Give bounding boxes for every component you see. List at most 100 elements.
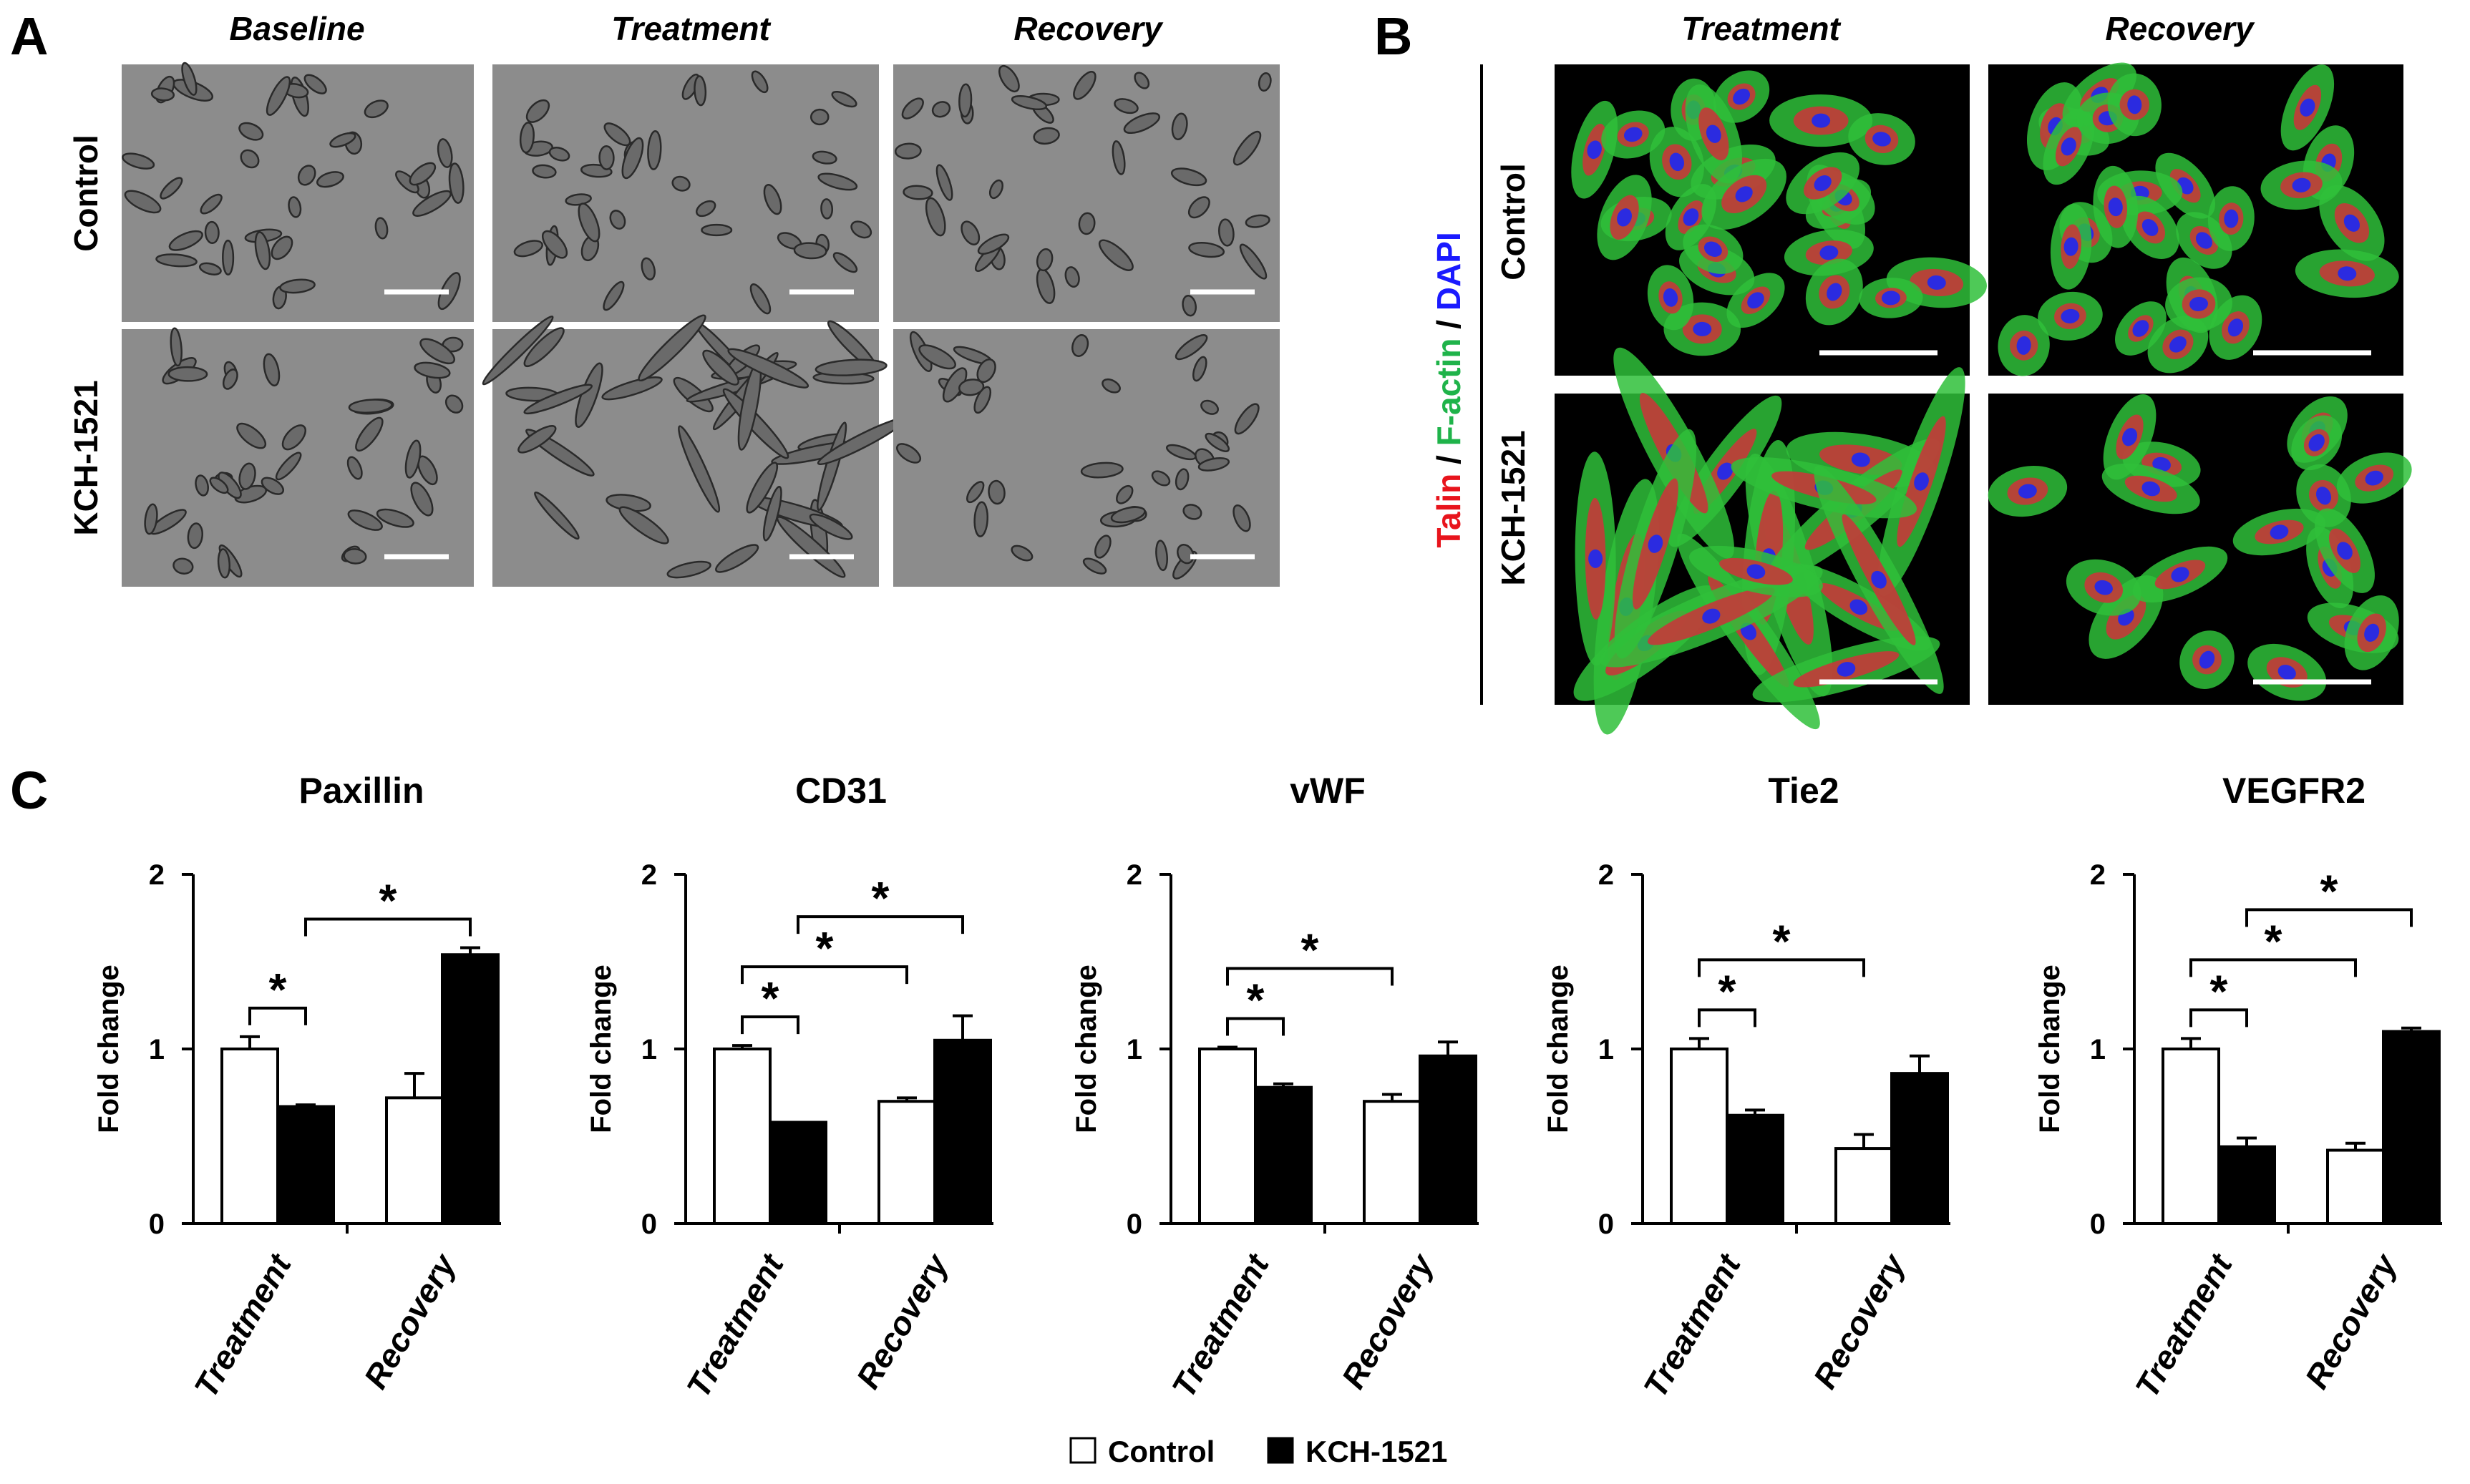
nucleus	[1717, 462, 1734, 480]
cell	[155, 253, 198, 268]
micrograph-background	[492, 64, 879, 322]
cell	[297, 165, 316, 186]
cell	[641, 257, 656, 280]
nucleus	[2292, 177, 2311, 192]
significance-star: *	[872, 872, 890, 924]
fluorescence-tile	[1988, 62, 2403, 376]
nucleus	[1648, 534, 1663, 553]
panel-a-col-recovery: Recovery	[1013, 10, 1164, 47]
cell	[348, 399, 393, 414]
cell	[621, 137, 644, 180]
category-label: Treatment	[187, 1247, 299, 1404]
cell	[1071, 334, 1089, 357]
stain-sep-2: /	[1430, 311, 1467, 338]
cell	[525, 99, 550, 123]
cell	[374, 217, 389, 240]
cell	[1197, 457, 1230, 472]
bar	[276, 1105, 335, 1226]
significance-star: *	[816, 922, 834, 974]
cell	[1175, 334, 1208, 361]
category-label: Recovery	[849, 1246, 956, 1395]
cell	[122, 152, 155, 170]
cell	[172, 557, 194, 575]
y-axis-label: Fold change	[1542, 965, 1574, 1133]
cell	[1064, 266, 1080, 288]
bar	[1254, 1085, 1313, 1226]
bar	[1834, 1147, 1893, 1225]
significance-star: *	[2265, 915, 2282, 967]
nucleus	[1814, 175, 1832, 192]
significance-bracket	[2245, 908, 2413, 927]
cell	[809, 513, 853, 540]
cell	[1102, 378, 1121, 394]
bar-chart: Paxillin Fold change 0 1 2 Treatment Recovery *…	[93, 771, 501, 1404]
legend: Control KCH-1521	[1069, 1435, 1447, 1468]
cell	[1166, 444, 1197, 461]
significance-star: *	[2210, 965, 2228, 1017]
cell	[198, 262, 222, 275]
nucleus	[2338, 266, 2357, 281]
panel-c-charts: Paxillin Fold change 0 1 2 Treatment Recovery *…	[93, 771, 2442, 1404]
category-label: Treatment	[1636, 1247, 1749, 1404]
panel-letter-a: A	[10, 6, 48, 66]
cell	[1182, 295, 1197, 317]
nucleus	[2132, 320, 2149, 337]
bar	[1198, 1048, 1257, 1225]
cell	[347, 509, 383, 531]
cell	[517, 425, 557, 454]
nucleus	[2308, 434, 2325, 451]
y-tick-label: 1	[1127, 1034, 1142, 1065]
cell	[217, 548, 231, 579]
cell	[701, 223, 733, 237]
cell	[316, 171, 344, 188]
significance-star: *	[1247, 975, 1265, 1026]
cell	[762, 485, 782, 542]
nucleus	[1703, 241, 1722, 257]
cell	[150, 87, 175, 102]
significance-bracket	[797, 915, 964, 934]
bar	[933, 1038, 992, 1226]
chart-title: Paxillin	[298, 771, 424, 811]
cell	[240, 149, 260, 169]
cell	[1175, 468, 1190, 491]
cell	[931, 101, 951, 118]
nucleus	[2171, 567, 2189, 582]
nucleus	[2108, 197, 2123, 217]
micrograph-tile	[893, 64, 1280, 322]
cell	[1073, 71, 1097, 100]
cell	[727, 348, 809, 389]
cell	[809, 108, 830, 126]
cell	[534, 491, 580, 540]
bar	[1363, 1100, 1421, 1225]
y-tick-label: 1	[149, 1034, 165, 1065]
cell	[1234, 403, 1260, 435]
micrograph-tile	[893, 329, 1280, 587]
y-tick-label: 0	[1598, 1209, 1614, 1240]
nucleus	[1669, 152, 1685, 172]
cell	[181, 62, 198, 96]
nucleus	[2018, 484, 2037, 499]
nucleus	[1812, 113, 1831, 128]
legend-label-control: Control	[1108, 1435, 1215, 1468]
cell	[894, 142, 922, 160]
cell	[222, 239, 235, 276]
cell	[409, 162, 437, 186]
cell	[364, 99, 389, 119]
bar	[713, 1048, 772, 1225]
cell	[523, 327, 565, 368]
cell	[1110, 506, 1146, 524]
nucleus	[2122, 428, 2138, 446]
y-axis-label: Fold change	[93, 965, 125, 1133]
cell	[903, 185, 933, 200]
cell	[200, 193, 223, 215]
y-tick-label: 2	[149, 859, 165, 891]
cell	[404, 439, 422, 479]
nucleus	[2224, 209, 2239, 228]
cell	[918, 344, 956, 370]
y-tick-label: 2	[2090, 859, 2106, 891]
micrograph-tile	[122, 62, 474, 322]
nucleus	[2343, 214, 2360, 232]
micrograph-background	[893, 64, 1280, 322]
panel-a-col-treatment: Treatment	[611, 10, 771, 47]
